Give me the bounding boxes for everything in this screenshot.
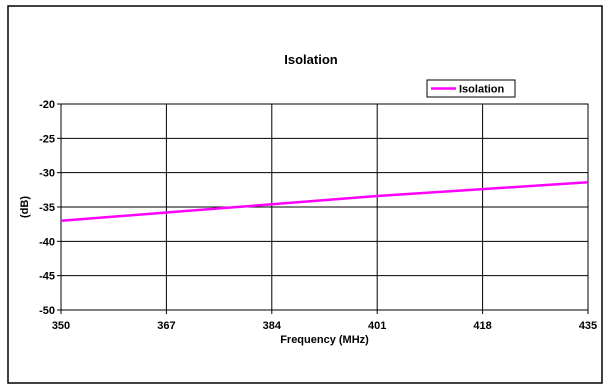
y-tick-label: -35 — [39, 202, 55, 214]
series-line-isolation — [60, 181, 589, 222]
x-tick-label: 418 — [473, 320, 491, 332]
x-tick-label: 367 — [157, 320, 175, 332]
x-tick-label: 401 — [368, 320, 386, 332]
y-tick-label: -40 — [39, 236, 55, 248]
legend-label-isolation: Isolation — [459, 84, 505, 96]
y-tick-label: -50 — [39, 305, 55, 317]
x-tick-label: 384 — [263, 320, 282, 332]
y-axis-label: (dB) — [19, 196, 31, 218]
y-tick-label: -25 — [39, 133, 55, 145]
legend: Isolation — [426, 79, 516, 98]
series-layer — [60, 181, 589, 222]
x-tick-label: 435 — [579, 320, 597, 332]
y-axis: -50 -45 -40 -35 -30 -25 -20 — [39, 99, 61, 317]
y-tick-label: -30 — [39, 168, 55, 180]
x-axis: 350 367 384 401 418 435 — [52, 310, 597, 332]
chart-border — [7, 5, 603, 384]
y-tick-label: -45 — [39, 271, 55, 283]
y-tick-label: -20 — [39, 99, 55, 111]
legend-box — [426, 79, 516, 98]
x-axis-label: Frequency (MHz) — [280, 334, 369, 346]
x-tick-label: 350 — [52, 320, 70, 332]
chart-title: Isolation — [284, 52, 338, 67]
